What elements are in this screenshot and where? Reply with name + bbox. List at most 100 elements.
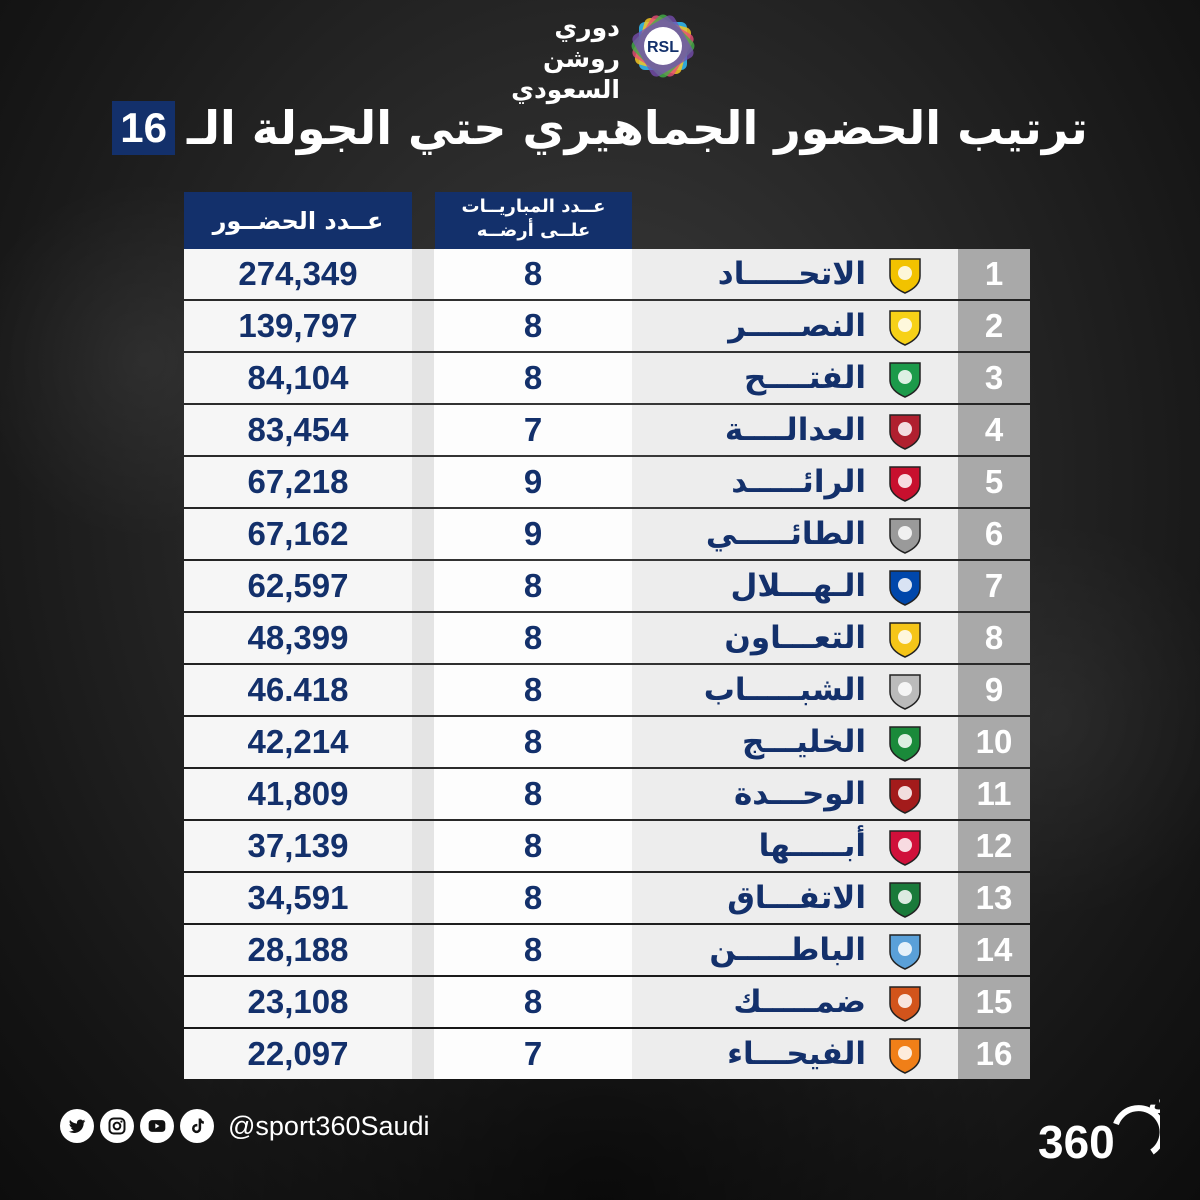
table-row: 37,139 8 أبـــــها 12 xyxy=(184,821,1030,871)
team-name: الرائـــــد xyxy=(731,464,866,500)
team-cell: أبـــــها xyxy=(632,821,958,871)
home-matches-value: 8 xyxy=(434,665,632,715)
rank-value: 8 xyxy=(958,613,1030,663)
league-name-line2: السعودي xyxy=(511,75,620,104)
taee-crest xyxy=(889,518,921,554)
league-name-line1: دوري روشن xyxy=(542,13,620,73)
instagram-icon[interactable] xyxy=(100,1109,134,1143)
rank-value: 3 xyxy=(958,353,1030,403)
table-row: 22,097 7 الفيحـــاء 16 xyxy=(184,1029,1030,1079)
attendance-value: 34,591 xyxy=(184,873,412,923)
rank-value: 16 xyxy=(958,1029,1030,1079)
column-divider xyxy=(412,821,434,871)
nassr-crest xyxy=(889,310,921,346)
column-divider xyxy=(412,249,434,299)
table-row: 48,399 8 التعـــاون 8 xyxy=(184,613,1030,663)
attendance-value: 139,797 xyxy=(184,301,412,351)
rsl-logo-text: RSL xyxy=(647,39,679,56)
header-home-matches-line2: علــى أرضــه xyxy=(476,220,591,241)
column-divider xyxy=(412,561,434,611)
fayha-crest xyxy=(889,1038,921,1074)
rank-value: 7 xyxy=(958,561,1030,611)
team-name: العدالــــة xyxy=(724,412,866,448)
attendance-value: 274,349 xyxy=(184,249,412,299)
attendance-value: 28,188 xyxy=(184,925,412,975)
brand-number: 360 xyxy=(1038,1116,1115,1168)
wehda-crest xyxy=(889,778,921,814)
team-cell: الطائـــــي xyxy=(632,509,958,559)
table-row: 274,349 8 الاتحـــــاد 1 xyxy=(184,249,1030,299)
team-cell: النصـــــر xyxy=(632,301,958,351)
home-matches-value: 7 xyxy=(434,1029,632,1079)
attendance-value: 41,809 xyxy=(184,769,412,819)
social-handle[interactable]: @sport360Saudi xyxy=(228,1111,430,1141)
team-name: الطائـــــي xyxy=(705,516,866,552)
team-cell: الاتحـــــاد xyxy=(632,249,958,299)
youtube-icon[interactable] xyxy=(140,1109,174,1143)
damac-crest xyxy=(889,986,921,1022)
column-divider xyxy=(412,665,434,715)
team-name: الاتحـــــاد xyxy=(717,256,866,292)
khaleej-crest xyxy=(889,726,921,762)
column-divider xyxy=(412,457,434,507)
column-divider xyxy=(412,613,434,663)
home-matches-value: 8 xyxy=(434,249,632,299)
team-cell: الفيحـــاء xyxy=(632,1029,958,1079)
home-matches-value: 8 xyxy=(434,301,632,351)
ettifaq-crest xyxy=(889,882,921,918)
rank-value: 9 xyxy=(958,665,1030,715)
attendance-value: 46.418 xyxy=(184,665,412,715)
column-divider xyxy=(412,977,434,1027)
team-cell: الرائـــــد xyxy=(632,457,958,507)
rank-value: 1 xyxy=(958,249,1030,299)
attendance-value: 37,139 xyxy=(184,821,412,871)
table-row: 84,104 8 الفتــــح 3 xyxy=(184,353,1030,403)
home-matches-value: 9 xyxy=(434,509,632,559)
attendance-value: 67,162 xyxy=(184,509,412,559)
attendance-value: 67,218 xyxy=(184,457,412,507)
attendance-value: 48,399 xyxy=(184,613,412,663)
team-cell: الفتــــح xyxy=(632,353,958,403)
team-name: ضمـــــك xyxy=(733,984,866,1020)
attendance-value: 62,597 xyxy=(184,561,412,611)
table-row: 42,214 8 الخليـــج 10 xyxy=(184,717,1030,767)
shabab-crest xyxy=(889,674,921,710)
rank-value: 4 xyxy=(958,405,1030,455)
tiktok-icon[interactable] xyxy=(180,1109,214,1143)
team-name: الفيحـــاء xyxy=(727,1036,866,1072)
table-row: 62,597 8 الـهـــلال 7 xyxy=(184,561,1030,611)
team-cell: الباطـــــن xyxy=(632,925,958,975)
team-name: الخليـــج xyxy=(741,724,866,760)
attendance-table: 274,349 8 الاتحـــــاد 1 139,797 8 النصـــــر 2… xyxy=(184,249,1030,1081)
home-matches-value: 9 xyxy=(434,457,632,507)
title-round-number: 16 xyxy=(112,101,175,155)
attendance-value: 23,108 xyxy=(184,977,412,1027)
team-cell: الخليـــج xyxy=(632,717,958,767)
column-divider xyxy=(412,873,434,923)
table-row: 67,218 9 الرائـــــد 5 xyxy=(184,457,1030,507)
team-cell: الـهـــلال xyxy=(632,561,958,611)
team-cell: الاتفـــاق xyxy=(632,873,958,923)
rank-value: 13 xyxy=(958,873,1030,923)
team-name: الـهـــلال xyxy=(730,568,866,604)
header-home-matches-line1: عــدد المباريــات xyxy=(461,196,606,217)
title-text: ترتيب الحضور الجماهيري حتي الجولة الـ xyxy=(186,101,1088,155)
rank-value: 10 xyxy=(958,717,1030,767)
taawoun-crest xyxy=(889,622,921,658)
rsl-logo: RSL xyxy=(631,14,695,78)
header-attendance: عــدد الحضــور xyxy=(184,192,412,250)
rank-value: 11 xyxy=(958,769,1030,819)
team-cell: التعـــاون xyxy=(632,613,958,663)
home-matches-value: 8 xyxy=(434,613,632,663)
sport360-logo: سعودي 360 xyxy=(1038,1084,1160,1168)
header-home-matches: عــدد المباريــات علــى أرضــه xyxy=(435,192,632,250)
home-matches-value: 8 xyxy=(434,873,632,923)
table-row: 46.418 8 الشبـــــاب 9 xyxy=(184,665,1030,715)
rank-value: 15 xyxy=(958,977,1030,1027)
table-row: 139,797 8 النصـــــر 2 xyxy=(184,301,1030,351)
column-divider xyxy=(412,509,434,559)
fateh-crest xyxy=(889,362,921,398)
table-row: 67,162 9 الطائـــــي 6 xyxy=(184,509,1030,559)
twitter-icon[interactable] xyxy=(60,1109,94,1143)
column-divider xyxy=(412,353,434,403)
